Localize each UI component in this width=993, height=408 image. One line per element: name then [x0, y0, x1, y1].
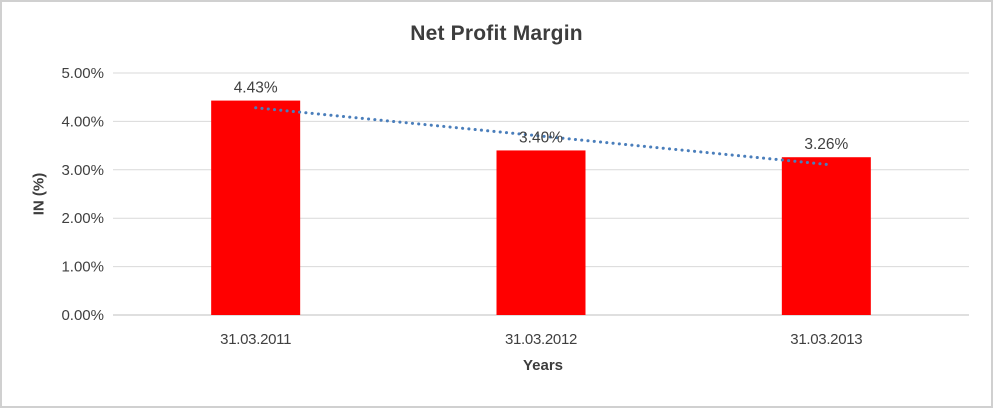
bar-data-label: 4.43% [234, 80, 278, 97]
y-tick-label: 5.00% [61, 65, 104, 82]
chart-title: Net Profit Margin [410, 22, 583, 45]
bar-data-label: 3.40% [519, 129, 563, 146]
bar [211, 100, 301, 315]
bar [496, 150, 586, 315]
trendline [254, 106, 828, 166]
y-tick-label: 2.00% [61, 210, 104, 227]
y-tick-label: 1.00% [61, 259, 104, 276]
y-tick-label: 0.00% [61, 307, 104, 324]
bar-data-label: 3.26% [804, 136, 848, 153]
x-tick-label: 31.03.2011 [220, 331, 291, 348]
y-tick-label: 3.00% [61, 162, 104, 179]
bar [781, 157, 871, 315]
x-tick-label: 31.03.2012 [505, 331, 577, 348]
x-axis-title: Years [522, 357, 564, 374]
y-tick-label: 4.00% [61, 113, 104, 130]
x-tick-label: 31.03.2013 [790, 331, 862, 348]
